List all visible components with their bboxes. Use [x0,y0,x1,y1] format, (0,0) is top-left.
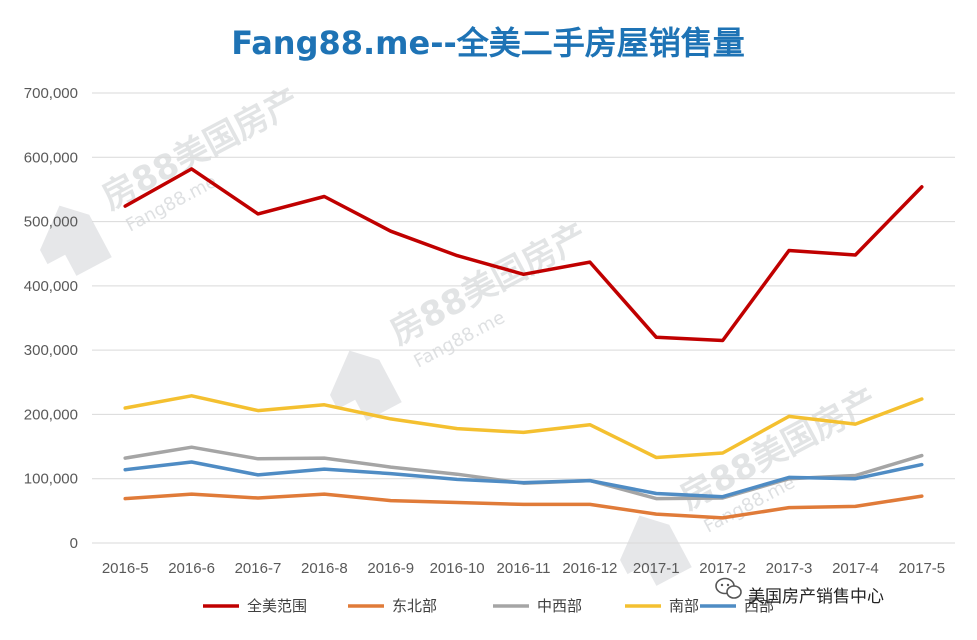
legend-label: 中西部 [537,597,582,615]
x-tick-label: 2017-3 [766,560,813,577]
y-tick-label: 700,000 [24,85,78,102]
chart-title: Fang88.me--全美二手房屋销售量 [231,24,745,62]
x-tick-label: 2016-12 [562,560,617,577]
series-lines [123,167,924,520]
series-line-5 [123,460,924,499]
x-tick-label: 2016-9 [367,560,414,577]
legend-item: 西部 [700,597,774,615]
legend-label: 西部 [744,597,774,615]
x-tick-label: 2016-8 [301,560,348,577]
y-tick-label: 500,000 [24,214,78,231]
legend-item: 全美范围 [203,597,307,615]
legend-label: 东北部 [392,597,437,615]
watermark-logo-icon [330,350,402,421]
legend-item: 东北部 [348,597,437,615]
legend-item: 中西部 [493,597,582,615]
y-tick-label: 100,000 [24,471,78,488]
wechat-icon [715,577,742,599]
x-axis-ticks: 2016-5 2016-6 2016-7 2016-8 2016-9 2016-10 201… [102,560,945,577]
legend-label: 全美范围 [247,597,307,615]
y-axis-ticks: 0 100,000 200,000 300,000 400,000 500,000 600,… [24,85,78,552]
y-tick-label: 300,000 [24,342,78,359]
series-line-1 [123,167,924,343]
gridlines [92,92,955,544]
series-line-2 [123,492,924,520]
x-tick-label: 2016-5 [102,560,149,577]
watermark-logo-icon [40,205,112,276]
account-name: 美国房产销售中心 [748,587,884,607]
account-badge: 美国房产销售中心 [715,577,884,607]
y-tick-label: 0 [70,535,78,552]
y-tick-label: 400,000 [24,278,78,295]
watermark: 房88美国房产 Fang88.me 房88美国房产 Fang88.me 房88美… [40,81,884,586]
legend-item: 南部 [625,597,699,615]
legend: 全美范围 东北部 中西部 南部 西部 [203,597,774,615]
y-tick-label: 600,000 [24,149,78,166]
series-line-4 [123,394,924,460]
x-tick-label: 2017-2 [699,560,746,577]
x-tick-label: 2016-11 [497,560,551,577]
watermark-logo-icon [620,515,692,586]
x-tick-label: 2016-7 [235,560,282,577]
x-tick-label: 2016-6 [168,560,215,577]
x-tick-label: 2016-10 [430,560,485,577]
x-tick-label: 2017-1 [633,560,680,577]
x-tick-label: 2017-4 [832,560,879,577]
y-tick-label: 200,000 [24,406,78,423]
legend-label: 南部 [669,597,699,615]
x-tick-label: 2017-5 [898,560,945,577]
